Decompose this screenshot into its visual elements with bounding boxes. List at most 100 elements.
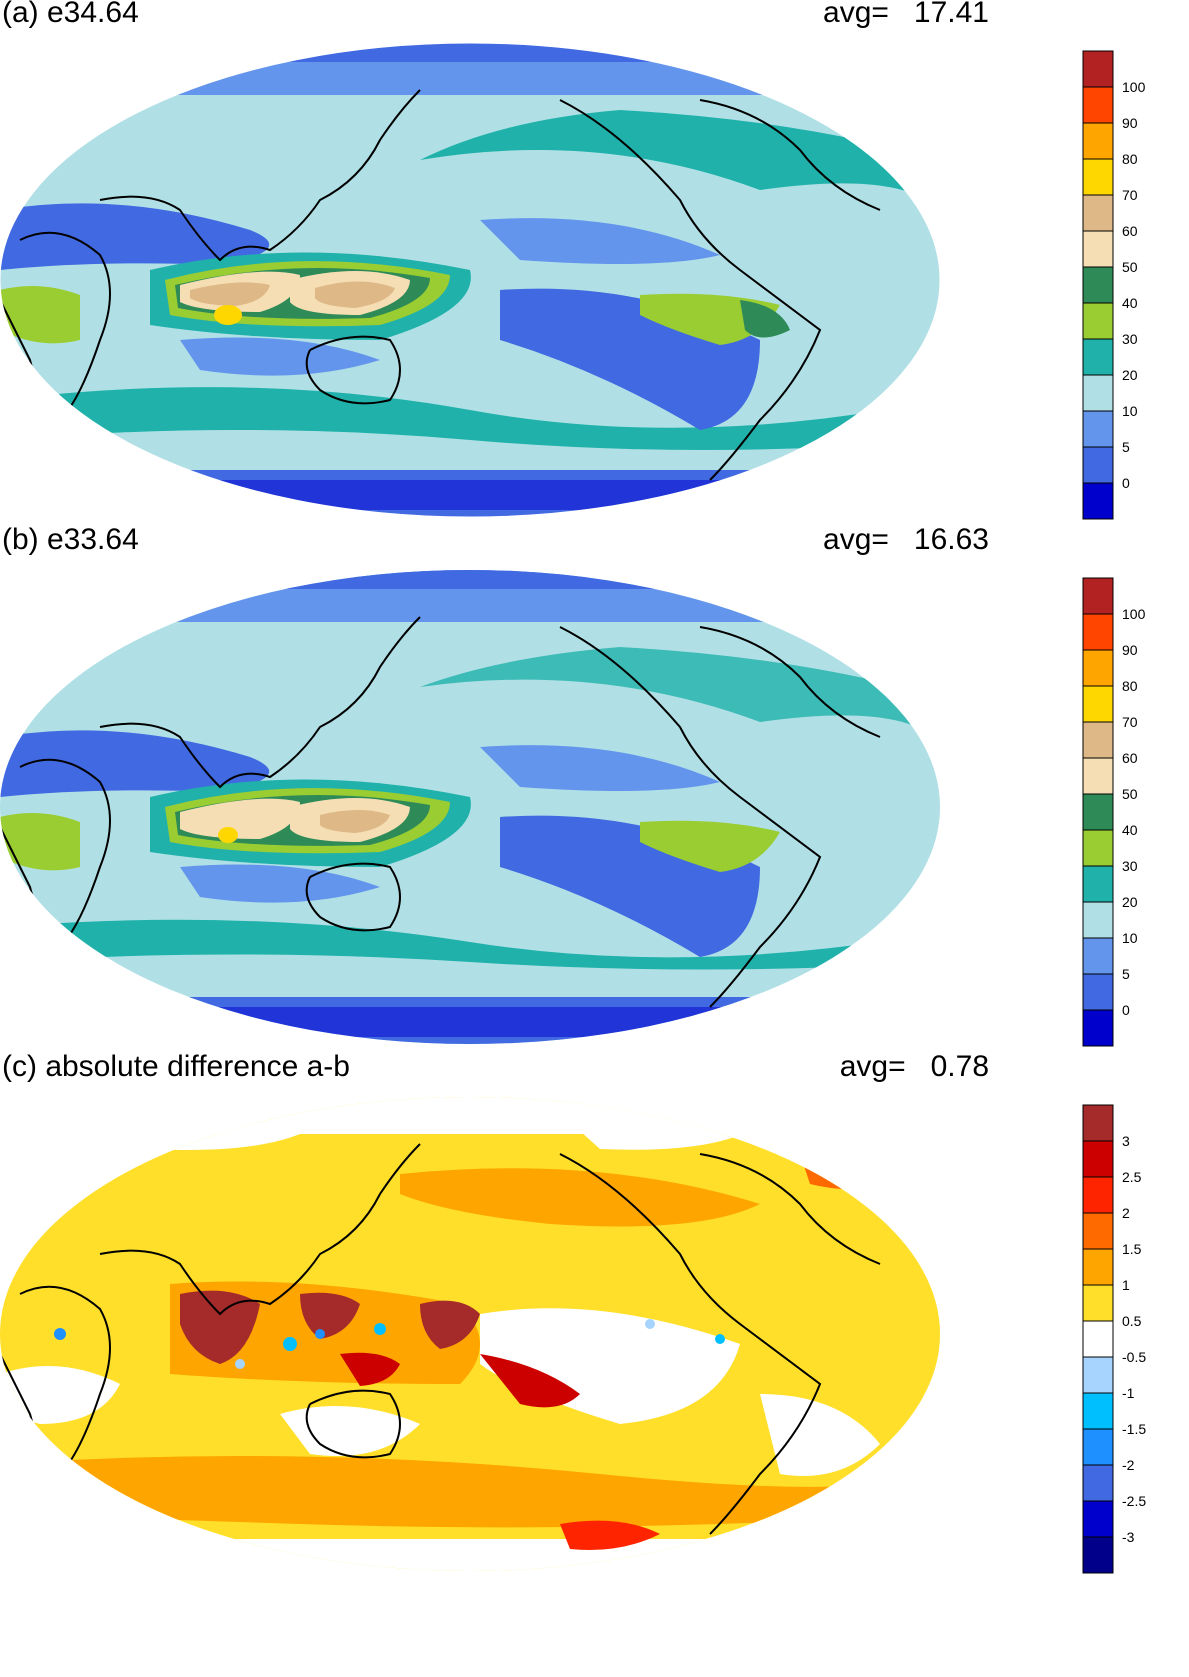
- colorbar-swatch: [1082, 482, 1114, 520]
- panel-a-avg-label: avg=: [823, 0, 889, 29]
- colorbar-tick-label: 70: [1122, 187, 1138, 203]
- colorbar-tick-label: -1: [1122, 1385, 1135, 1401]
- colorbar-tick-label: 30: [1122, 331, 1138, 347]
- colorbar-tick-label: -1.5: [1122, 1421, 1146, 1437]
- colorbar-swatch: [1082, 1320, 1114, 1358]
- colorbar-swatch: [1082, 1428, 1114, 1466]
- colorbar-swatch: [1082, 721, 1114, 759]
- colorbar-swatch: [1082, 865, 1114, 903]
- colorbar-tick-label: 20: [1122, 367, 1138, 383]
- colorbar-tick-label: -2.5: [1122, 1493, 1146, 1509]
- colorbar-tick-label: 90: [1122, 642, 1138, 658]
- panel-b-map: [0, 570, 940, 1044]
- panel-c-colorbar: 3 2.5 2 1.5 1 0.5 -0.5 -1 -1.5 -2 -2.5 -3: [1082, 1104, 1146, 1574]
- colorbar-tick-label: 30: [1122, 858, 1138, 874]
- panel-c-average: avg= 0.78: [840, 1050, 989, 1084]
- colorbar-tick-label: 90: [1122, 115, 1138, 131]
- panel-a-average: avg= 17.41: [823, 0, 989, 30]
- colorbar-swatch: [1082, 410, 1114, 448]
- colorbar-swatch: [1082, 1536, 1114, 1574]
- panel-c-title: (c) absolute difference a-b: [2, 1050, 350, 1083]
- colorbar-tick-label: 60: [1122, 223, 1138, 239]
- colorbar-swatch: [1082, 685, 1114, 723]
- colorbar-tick-label: 50: [1122, 259, 1138, 275]
- panel-b-average: avg= 16.63: [823, 523, 989, 557]
- colorbar-swatch: [1082, 338, 1114, 376]
- colorbar-swatch: [1082, 1500, 1114, 1538]
- colorbar-tick-label: 1.5: [1122, 1241, 1142, 1257]
- colorbar-tick-label: 40: [1122, 295, 1138, 311]
- colorbar-tick-label: 50: [1122, 786, 1138, 802]
- colorbar-tick-label: 100: [1122, 79, 1146, 95]
- colorbar-tick-label: 1: [1122, 1277, 1130, 1293]
- panel-a-map: [0, 42, 941, 518]
- colorbar-swatch: [1082, 901, 1114, 939]
- colorbar-swatch: [1082, 937, 1114, 975]
- panel-a-colorbar-swatches: [1082, 50, 1114, 520]
- colorbar-swatch: [1082, 1356, 1114, 1394]
- colorbar-tick-label: 40: [1122, 822, 1138, 838]
- panel-c: (c) absolute difference a-b avg= 0.78: [0, 1050, 1189, 1613]
- colorbar-swatch: [1082, 1009, 1114, 1047]
- colorbar-tick-label: 100: [1122, 606, 1146, 622]
- colorbar-swatch: [1082, 50, 1114, 88]
- colorbar-swatch: [1082, 1212, 1114, 1250]
- panel-a: (a) e34.64 avg= 17.41: [0, 0, 1189, 559]
- colorbar-tick-label: -0.5: [1122, 1349, 1146, 1365]
- colorbar-swatch: [1082, 86, 1114, 124]
- panel-c-map: [0, 1097, 940, 1571]
- panel-c-colorbar-labels: 3 2.5 2 1.5 1 0.5 -0.5 -1 -1.5 -2 -2.5 -3: [1122, 1133, 1146, 1545]
- panel-a-title: (a) e34.64: [2, 0, 139, 29]
- colorbar-swatch: [1082, 1140, 1114, 1178]
- panel-b: (b) e33.64 avg= 16.63: [0, 523, 1189, 1086]
- colorbar-tick-label: -2: [1122, 1457, 1135, 1473]
- colorbar-swatch: [1082, 374, 1114, 412]
- colorbar-tick-label: -3: [1122, 1529, 1135, 1545]
- panel-b-avg-label: avg=: [823, 523, 889, 556]
- panel-c-avg-value: 0.78: [930, 1050, 989, 1083]
- colorbar-swatch: [1082, 302, 1114, 340]
- colorbar-tick-label: 5: [1122, 966, 1130, 982]
- colorbar-tick-label: 3: [1122, 1133, 1130, 1149]
- colorbar-tick-label: 20: [1122, 894, 1138, 910]
- colorbar-tick-label: 2: [1122, 1205, 1130, 1221]
- colorbar-swatch: [1082, 266, 1114, 304]
- panel-b-colorbar-swatches: [1082, 577, 1114, 1047]
- panel-b-avg-value: 16.63: [913, 523, 989, 556]
- colorbar-tick-label: 0.5: [1122, 1313, 1142, 1329]
- colorbar-swatch: [1082, 577, 1114, 615]
- colorbar-swatch: [1082, 649, 1114, 687]
- colorbar-swatch: [1082, 1176, 1114, 1214]
- colorbar-tick-label: 60: [1122, 750, 1138, 766]
- colorbar-swatch: [1082, 973, 1114, 1011]
- panel-c-avg-label: avg=: [839, 1050, 906, 1083]
- colorbar-swatch: [1082, 194, 1114, 232]
- colorbar-tick-label: 2.5: [1122, 1169, 1142, 1185]
- colorbar-swatch: [1082, 793, 1114, 831]
- colorbar-swatch: [1082, 1392, 1114, 1430]
- colorbar-swatch: [1082, 446, 1114, 484]
- colorbar-tick-label: 80: [1122, 151, 1138, 167]
- colorbar-tick-label: 10: [1122, 403, 1138, 419]
- panel-a-avg-value: 17.41: [913, 0, 989, 29]
- panel-b-title: (b) e33.64: [2, 523, 139, 556]
- colorbar-swatch: [1082, 158, 1114, 196]
- colorbar-swatch: [1082, 122, 1114, 160]
- panel-c-colorbar-swatches: [1082, 1104, 1114, 1574]
- colorbar-tick-label: 0: [1122, 1002, 1130, 1018]
- colorbar-swatch: [1082, 230, 1114, 268]
- colorbar-tick-label: 5: [1122, 439, 1130, 455]
- colorbar-swatch: [1082, 1104, 1114, 1142]
- colorbar-swatch: [1082, 1464, 1114, 1502]
- colorbar-swatch: [1082, 829, 1114, 867]
- colorbar-swatch: [1082, 757, 1114, 795]
- colorbar-swatch: [1082, 1284, 1114, 1322]
- colorbar-tick-label: 80: [1122, 678, 1138, 694]
- colorbar-swatch: [1082, 1248, 1114, 1286]
- colorbar-tick-label: 0: [1122, 475, 1130, 491]
- colorbar-swatch: [1082, 613, 1114, 651]
